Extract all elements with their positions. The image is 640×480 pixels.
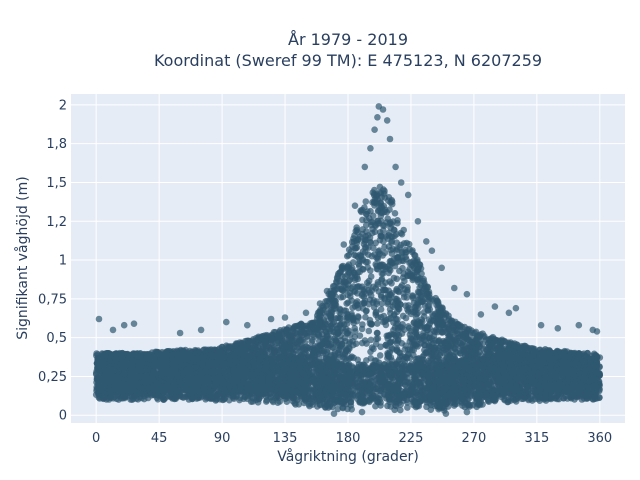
data-point bbox=[411, 251, 418, 259]
data-point bbox=[359, 265, 366, 273]
data-points bbox=[92, 103, 604, 418]
data-point bbox=[360, 299, 368, 307]
data-point bbox=[471, 329, 478, 337]
data-point bbox=[386, 206, 393, 213]
data-point bbox=[370, 345, 377, 353]
data-point bbox=[399, 264, 406, 272]
data-point bbox=[404, 351, 412, 358]
data-point bbox=[364, 208, 371, 215]
data-point bbox=[327, 335, 334, 342]
data-point bbox=[493, 337, 501, 344]
data-point bbox=[400, 270, 408, 278]
data-point bbox=[349, 337, 356, 345]
data-point bbox=[355, 236, 362, 244]
data-point bbox=[330, 344, 337, 351]
data-point bbox=[414, 273, 422, 281]
data-point bbox=[391, 406, 398, 414]
data-point bbox=[386, 306, 394, 313]
data-point bbox=[263, 398, 270, 405]
data-point bbox=[372, 239, 380, 247]
data-point bbox=[367, 239, 375, 247]
data-point bbox=[408, 346, 416, 354]
data-point bbox=[401, 346, 409, 353]
data-point bbox=[350, 283, 357, 290]
data-point bbox=[380, 238, 387, 245]
data-point bbox=[592, 395, 599, 402]
data-point bbox=[374, 329, 381, 337]
data-point bbox=[236, 396, 243, 404]
data-point bbox=[359, 321, 366, 328]
data-point bbox=[400, 240, 408, 247]
data-point bbox=[381, 243, 388, 251]
data-point bbox=[374, 320, 381, 327]
data-point bbox=[316, 354, 323, 361]
data-point bbox=[348, 266, 355, 274]
data-point bbox=[376, 352, 384, 359]
data-point bbox=[370, 244, 377, 252]
data-point bbox=[399, 353, 406, 360]
data-point bbox=[368, 320, 376, 328]
data-point bbox=[355, 314, 362, 321]
data-point bbox=[363, 216, 370, 224]
data-point bbox=[367, 267, 374, 274]
data-point bbox=[396, 244, 403, 251]
data-point bbox=[356, 332, 364, 340]
data-point bbox=[295, 333, 303, 341]
data-point bbox=[412, 355, 420, 363]
data-point bbox=[355, 304, 362, 312]
data-point bbox=[363, 340, 370, 347]
data-point bbox=[405, 240, 413, 248]
data-point bbox=[334, 405, 342, 413]
data-point bbox=[364, 251, 372, 258]
data-point bbox=[373, 254, 380, 262]
data-point bbox=[367, 292, 375, 299]
data-point bbox=[374, 195, 381, 203]
data-point bbox=[319, 349, 327, 357]
data-point bbox=[332, 305, 339, 312]
data-point bbox=[346, 276, 354, 284]
data-point bbox=[377, 262, 384, 269]
data-point bbox=[429, 296, 436, 303]
data-point bbox=[390, 319, 397, 326]
data-point bbox=[391, 210, 399, 217]
data-point bbox=[397, 406, 404, 414]
data-point bbox=[367, 273, 375, 280]
data-point bbox=[402, 249, 410, 256]
data-point bbox=[404, 404, 411, 411]
data-point bbox=[107, 394, 115, 402]
data-point bbox=[459, 402, 466, 409]
data-point bbox=[373, 335, 380, 343]
data-point bbox=[432, 352, 439, 360]
data-point bbox=[355, 260, 362, 268]
data-point bbox=[404, 284, 411, 291]
